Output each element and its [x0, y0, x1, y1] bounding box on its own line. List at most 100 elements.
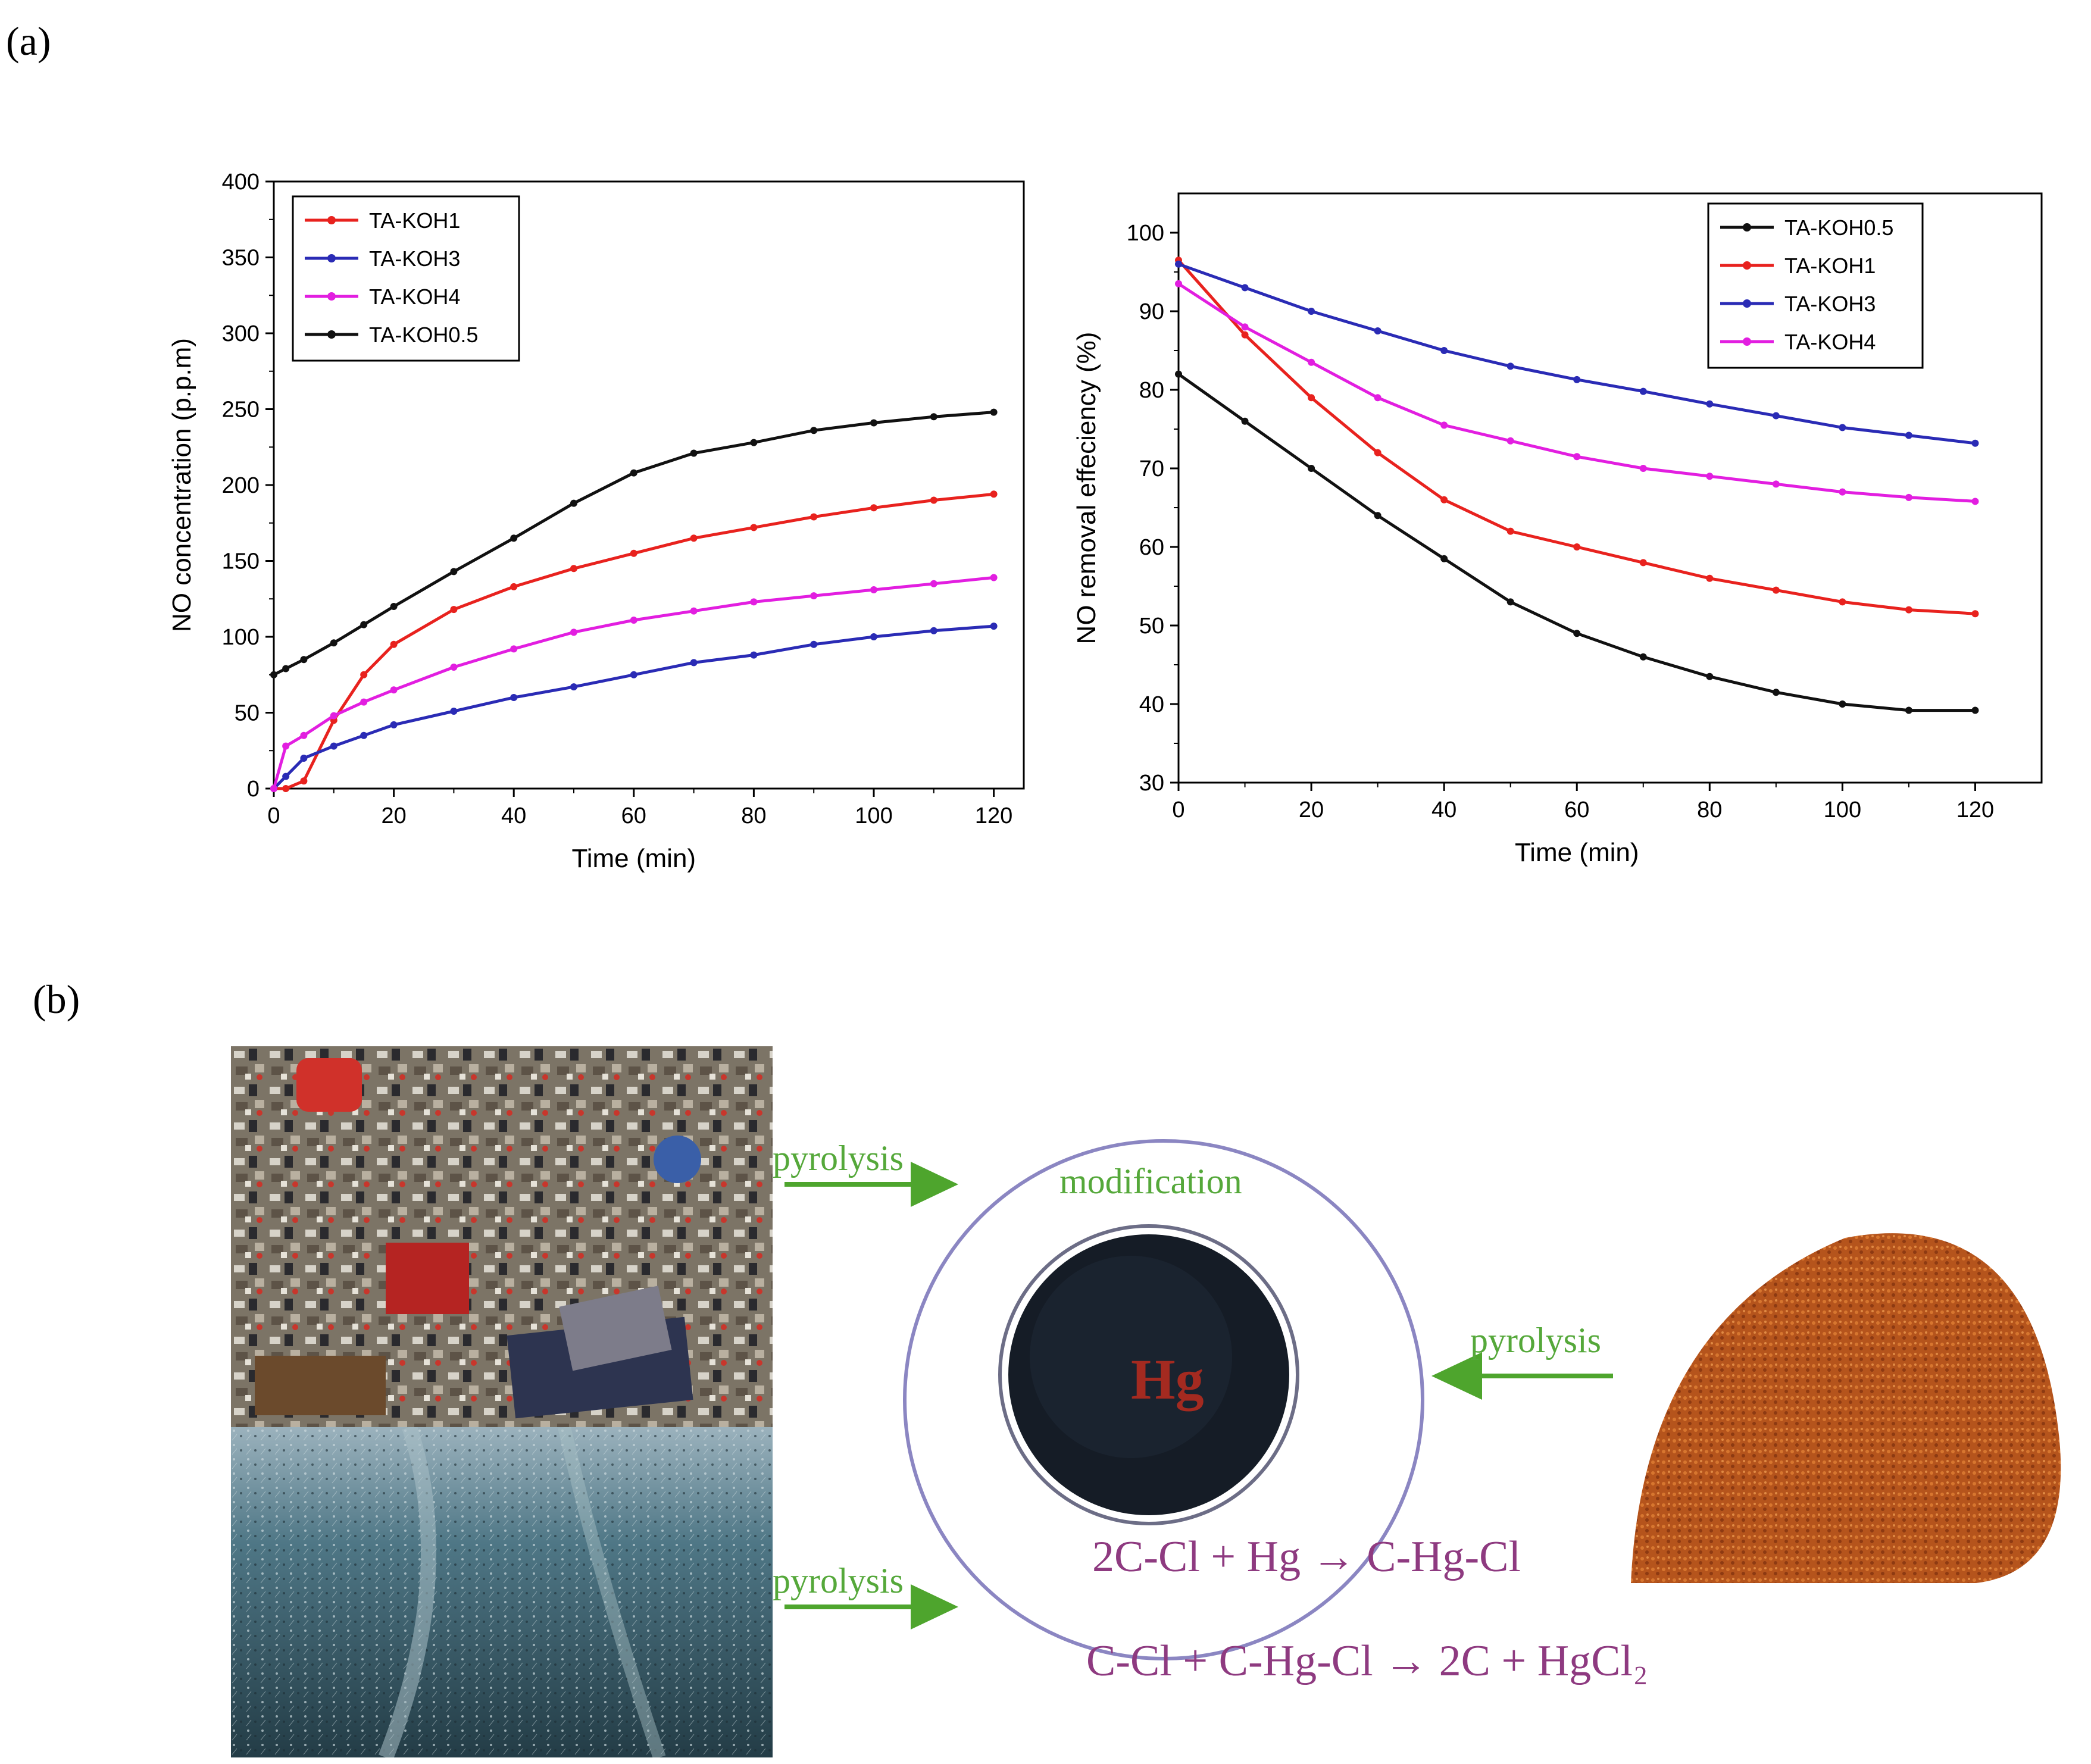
- series-point-TA-KOH1: [1639, 559, 1647, 567]
- series-point-TA-KOH1: [630, 549, 637, 557]
- series-point-TA-KOH3: [810, 640, 818, 648]
- arrow-bottom: [784, 1584, 958, 1629]
- y-tick-label: 50: [1139, 614, 1164, 639]
- series-point-TA-KOH4: [810, 592, 818, 600]
- x-tick-label: 0: [1172, 797, 1184, 822]
- series-point-TA-KOH3: [630, 671, 637, 678]
- series-point-TA-KOH4: [1175, 280, 1182, 287]
- legend-entry: TA-KOH3: [369, 246, 460, 271]
- series-point-TA-KOH4: [630, 616, 637, 624]
- y-tick-label: 250: [222, 398, 260, 423]
- panel-a-label: (a): [6, 18, 51, 64]
- series-point-TA-KOH1: [300, 777, 308, 785]
- series-point-TA-KOH3: [990, 623, 998, 630]
- series-point-TA-KOH4: [390, 686, 398, 694]
- series-point-TA-KOH4: [1308, 358, 1315, 366]
- series-point-TA-KOH0.5: [1971, 706, 1979, 714]
- legend-marker: [327, 292, 336, 301]
- series-point-TA-KOH3: [282, 772, 290, 780]
- series-point-TA-KOH0.5: [870, 419, 877, 427]
- series-point-TA-KOH3: [1308, 308, 1315, 315]
- y-tick-label: 80: [1139, 378, 1164, 403]
- grass-image: [231, 1427, 773, 1757]
- series-point-TA-KOH1: [570, 565, 577, 573]
- series-point-TA-KOH1: [1506, 527, 1514, 535]
- series-point-TA-KOH1: [510, 583, 518, 590]
- y-tick-label: 350: [222, 246, 260, 271]
- y-tick-label: 60: [1139, 535, 1164, 560]
- series-point-TA-KOH0.5: [1241, 417, 1249, 425]
- series-point-TA-KOH3: [1772, 412, 1780, 420]
- series-point-TA-KOH3: [690, 659, 698, 667]
- arrow-label-top: pyrolysis: [773, 1139, 904, 1178]
- series-point-TA-KOH4: [282, 742, 290, 750]
- plot-frame: [1177, 192, 2043, 784]
- series-point-TA-KOH3: [1706, 400, 1714, 408]
- series-point-TA-KOH3: [1241, 284, 1249, 292]
- series-point-TA-KOH4: [990, 574, 998, 581]
- modification-circle: [903, 1139, 1424, 1660]
- series-point-TA-KOH3: [1440, 347, 1448, 354]
- series-point-TA-KOH1: [1308, 394, 1315, 402]
- series-point-TA-KOH3: [360, 731, 368, 739]
- series-point-TA-KOH0.5: [1573, 630, 1581, 637]
- series-point-TA-KOH3: [510, 694, 518, 701]
- waste-image: [231, 1046, 773, 1427]
- series-point-TA-KOH4: [270, 785, 277, 792]
- series-point-TA-KOH1: [1374, 449, 1382, 456]
- series-point-TA-KOH0.5: [1772, 689, 1780, 696]
- series-point-TA-KOH0.5: [330, 639, 337, 647]
- x-tick-label: 60: [621, 803, 646, 828]
- legend-entry: TA-KOH4: [1784, 330, 1876, 354]
- series-point-TA-KOH4: [300, 731, 308, 739]
- series-point-TA-KOH4: [930, 580, 937, 587]
- arrow-right: [1431, 1352, 1613, 1400]
- legend-marker: [1743, 261, 1751, 270]
- series-point-TA-KOH1: [1241, 331, 1249, 339]
- series-point-TA-KOH1: [390, 640, 398, 648]
- equation-2: C-Cl + C-Hg-Cl → 2C + HgCl₂: [1086, 1637, 1648, 1685]
- series-point-TA-KOH1: [990, 490, 998, 498]
- series-point-TA-KOH4: [750, 598, 758, 606]
- series-point-TA-KOH0.5: [1175, 370, 1182, 378]
- legend-marker: [1743, 337, 1751, 346]
- series-point-TA-KOH3: [570, 683, 577, 691]
- y-tick-label: 300: [222, 321, 260, 346]
- series-point-TA-KOH4: [1506, 437, 1514, 445]
- series-point-TA-KOH3: [1971, 439, 1979, 447]
- series-point-TA-KOH1: [282, 785, 290, 792]
- series-line-TA-KOH4: [272, 576, 994, 789]
- series-point-TA-KOH3: [1175, 260, 1182, 268]
- series-point-TA-KOH3: [1905, 431, 1912, 439]
- series-point-TA-KOH0.5: [1374, 512, 1382, 520]
- waste-photo: [231, 1046, 773, 1427]
- series-point-TA-KOH4: [870, 586, 877, 593]
- y-tick-label: 100: [222, 625, 260, 650]
- modification-diagram: Hg modification pyrolysis pyrolysis pyro…: [773, 1139, 2061, 1685]
- series-point-TA-KOH0.5: [282, 665, 290, 673]
- x-tick-label: 120: [1956, 797, 1994, 822]
- legend-entry: TA-KOH0.5: [1784, 215, 1893, 240]
- x-tick-label: 100: [855, 803, 892, 828]
- series-point-TA-KOH0.5: [630, 469, 637, 477]
- series-point-TA-KOH3: [390, 721, 398, 728]
- series-point-TA-KOH1: [1971, 610, 1979, 618]
- series-point-TA-KOH0.5: [1506, 598, 1514, 606]
- y-tick-label: 50: [235, 701, 260, 726]
- y-tick-label: 30: [1139, 771, 1164, 796]
- y-tick-label: 90: [1139, 299, 1164, 324]
- x-axis-label: Time (min): [1515, 838, 1639, 867]
- series-point-TA-KOH1: [1905, 606, 1912, 614]
- series-point-TA-KOH0.5: [450, 568, 458, 576]
- no-concentration-chart: 0 20 40 60 80 100 120 0 50 100 150 200 250 300 350 400 T…: [167, 170, 1025, 873]
- series-point-TA-KOH0.5: [570, 499, 577, 507]
- series-point-TA-KOH4: [1839, 488, 1846, 496]
- panel-b-label: (b): [33, 977, 80, 1022]
- series-point-TA-KOH4: [510, 645, 518, 653]
- series-point-TA-KOH4: [1905, 493, 1912, 501]
- x-tick-label: 20: [1299, 797, 1324, 822]
- series-point-TA-KOH4: [690, 607, 698, 615]
- y-tick-label: 100: [1127, 221, 1164, 246]
- series-line-TA-KOH0.5: [273, 411, 994, 677]
- series-point-TA-KOH3: [300, 755, 308, 762]
